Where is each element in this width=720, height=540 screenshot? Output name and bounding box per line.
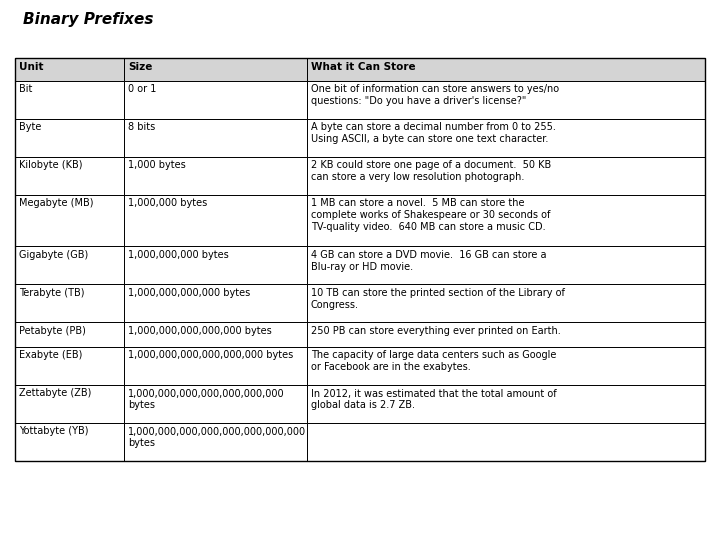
Text: In 2012, it was estimated that the total amount of
global data is 2.7 ZB.: In 2012, it was estimated that the total… (311, 388, 557, 410)
Text: Zettabyte (ZB): Zettabyte (ZB) (19, 388, 91, 399)
Text: Size: Size (128, 62, 153, 72)
Text: 0 or 1: 0 or 1 (128, 84, 156, 94)
Text: 10 TB can store the printed section of the Library of
Congress.: 10 TB can store the printed section of t… (311, 288, 564, 309)
Text: Yottabyte (YB): Yottabyte (YB) (19, 427, 89, 436)
Text: 1,000,000,000,000,000,000,000,000
bytes: 1,000,000,000,000,000,000,000,000 bytes (128, 427, 306, 448)
Text: 2 KB could store one page of a document.  50 KB
can store a very low resolution : 2 KB could store one page of a document.… (311, 160, 551, 182)
Bar (15, 118, 124, 157)
Text: Byte: Byte (19, 123, 41, 132)
Bar (307, 384, 705, 422)
Text: 1,000,000,000,000,000,000 bytes: 1,000,000,000,000,000,000 bytes (128, 350, 293, 361)
Bar (15, 194, 124, 246)
Bar (307, 157, 705, 194)
Bar (15, 347, 124, 384)
Text: Terabyte (TB): Terabyte (TB) (19, 288, 84, 298)
Bar (124, 322, 307, 347)
Text: A byte can store a decimal number from 0 to 255.
Using ASCII, a byte can store o: A byte can store a decimal number from 0… (311, 123, 556, 144)
Text: 1,000,000,000 bytes: 1,000,000,000 bytes (128, 250, 229, 260)
Text: Gigabyte (GB): Gigabyte (GB) (19, 250, 89, 260)
Text: Megabyte (MB): Megabyte (MB) (19, 199, 94, 208)
Bar (307, 58, 705, 80)
Text: 8 bits: 8 bits (128, 123, 156, 132)
Bar (15, 58, 705, 461)
Bar (307, 80, 705, 118)
Bar (15, 157, 124, 194)
Text: The capacity of large data centers such as Google
or Facebook are in the exabyte: The capacity of large data centers such … (311, 350, 557, 372)
Text: 1,000,000 bytes: 1,000,000 bytes (128, 199, 207, 208)
Text: One bit of information can store answers to yes/no
questions: "Do you have a dri: One bit of information can store answers… (311, 84, 559, 106)
Text: Kilobyte (KB): Kilobyte (KB) (19, 160, 83, 171)
Text: Bit: Bit (19, 84, 32, 94)
Bar (307, 347, 705, 384)
Bar (15, 322, 124, 347)
Bar (124, 157, 307, 194)
Text: 250 PB can store everything ever printed on Earth.: 250 PB can store everything ever printed… (311, 326, 561, 336)
Bar (15, 284, 124, 322)
Text: Unit: Unit (19, 62, 43, 72)
Bar (307, 194, 705, 246)
Text: Petabyte (PB): Petabyte (PB) (19, 326, 86, 336)
Text: Binary Prefixes: Binary Prefixes (23, 12, 153, 27)
Text: 4 GB can store a DVD movie.  16 GB can store a
Blu-ray or HD movie.: 4 GB can store a DVD movie. 16 GB can st… (311, 250, 546, 272)
Bar (124, 246, 307, 284)
Text: 1,000,000,000,000,000,000,000
bytes: 1,000,000,000,000,000,000,000 bytes (128, 388, 284, 410)
Bar (124, 384, 307, 422)
Text: 1,000,000,000,000,000 bytes: 1,000,000,000,000,000 bytes (128, 326, 271, 336)
Text: 1,000 bytes: 1,000 bytes (128, 160, 186, 171)
Bar (124, 194, 307, 246)
Bar (15, 246, 124, 284)
Bar (124, 80, 307, 118)
Text: 1 MB can store a novel.  5 MB can store the
complete works of Shakespeare or 30 : 1 MB can store a novel. 5 MB can store t… (311, 199, 550, 232)
Bar (15, 384, 124, 422)
Bar (124, 422, 307, 461)
Bar (15, 422, 124, 461)
Bar (307, 284, 705, 322)
Text: 1,000,000,000,000 bytes: 1,000,000,000,000 bytes (128, 288, 251, 298)
Bar (307, 422, 705, 461)
Bar (15, 80, 124, 118)
Text: What it Can Store: What it Can Store (311, 62, 415, 72)
Bar (307, 118, 705, 157)
Bar (307, 322, 705, 347)
Bar (124, 347, 307, 384)
Bar (307, 246, 705, 284)
Bar (124, 58, 307, 80)
Bar (124, 284, 307, 322)
Bar (15, 58, 124, 80)
Text: Exabyte (EB): Exabyte (EB) (19, 350, 82, 361)
Bar (124, 118, 307, 157)
